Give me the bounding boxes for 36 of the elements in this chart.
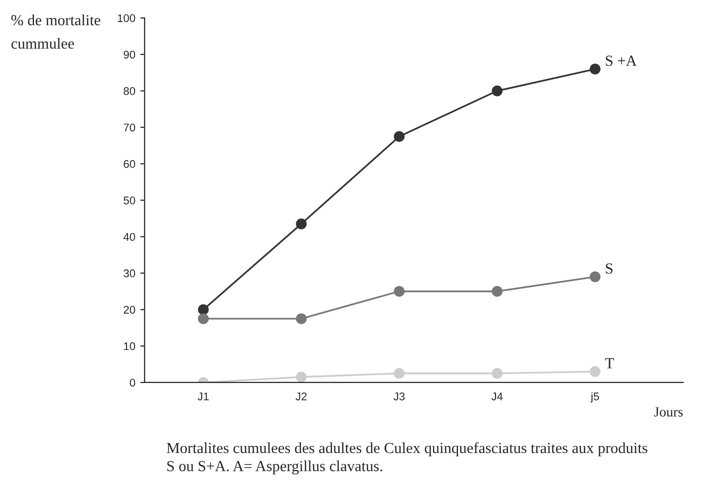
y-tick-label: 20: [124, 306, 136, 314]
point: [296, 218, 307, 230]
x-tick-label: J1: [198, 392, 209, 400]
series-label: S: [606, 263, 612, 274]
point: [296, 313, 307, 324]
series-label: T: [605, 358, 614, 368]
y-tick-label: 0: [130, 378, 136, 387]
x-axis-title: Jours: [654, 407, 683, 417]
series-label: S +A: [606, 56, 637, 66]
point: [590, 64, 600, 74]
point: [198, 313, 209, 324]
y-tick-label: 80: [124, 87, 136, 96]
point: [394, 131, 405, 142]
y-tick-label: 60: [124, 160, 136, 168]
point: [296, 372, 307, 382]
point: [492, 368, 503, 379]
point: [394, 286, 405, 297]
point: [590, 271, 600, 282]
x-tick-label: J2: [296, 392, 307, 400]
point: [492, 286, 503, 297]
y-tick-label: 40: [123, 232, 136, 241]
y-tick-label: 10: [124, 342, 136, 350]
y-tick-label: 50: [124, 196, 136, 204]
y-tick-label: 30: [124, 269, 136, 278]
point: [590, 366, 600, 377]
point: [198, 304, 209, 315]
y-tick-label: 100: [118, 14, 136, 22]
point: [394, 368, 405, 379]
x-tick-label: j5: [590, 392, 599, 403]
x-tick-label: J4: [491, 392, 503, 400]
x-tick-label: J3: [394, 392, 405, 400]
text: Mortalites cumulees des adultes de Culex quinquefasciatus traites aux produits S ou S+A. A= Aspergillus clavatus.: [166, 442, 648, 474]
point: [492, 86, 503, 96]
y-tick-label: 90: [124, 50, 136, 59]
y-axis-title: % de mortalite cummulee: [11, 14, 100, 49]
y-tick-label: 70: [124, 124, 136, 132]
